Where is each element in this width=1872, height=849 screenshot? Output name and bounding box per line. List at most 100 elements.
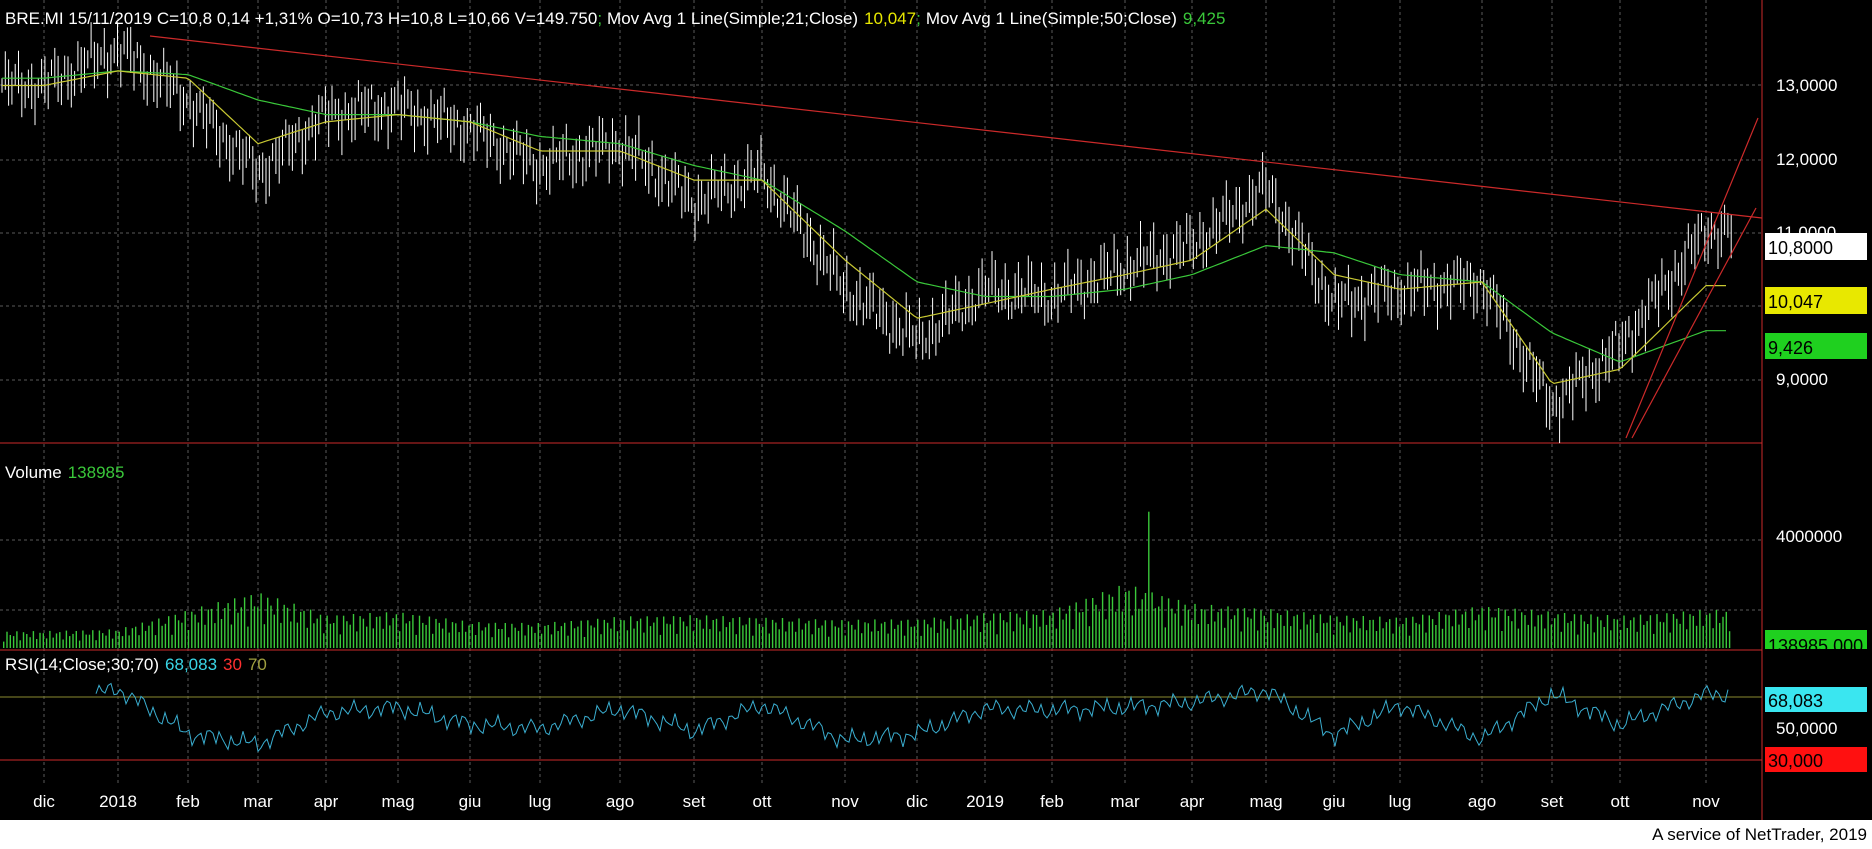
volume-bar (329, 623, 332, 648)
volume-bar (366, 626, 368, 648)
volume-bar (616, 631, 619, 648)
volume-bar (95, 640, 97, 648)
volume-bar (501, 629, 503, 648)
time-axis-label: giu (459, 792, 482, 811)
volume-bar (1068, 605, 1071, 648)
volume-bar (346, 621, 348, 648)
volume-bar (1547, 611, 1549, 648)
volume-bar (692, 631, 695, 648)
volume-bar (135, 626, 137, 648)
volume-bar (42, 633, 44, 648)
volume-bar (956, 619, 959, 648)
price-tick: 13,0000 (1776, 76, 1837, 95)
volume-bar (1257, 630, 1259, 648)
volume-bar (735, 634, 737, 648)
volume-bar (1646, 621, 1648, 648)
volume-bar (1072, 629, 1074, 648)
volume-bar (729, 622, 731, 648)
volume-bar (1603, 627, 1605, 648)
volume-bar (1686, 629, 1688, 648)
volume-bar (280, 622, 282, 648)
volume-bar (1431, 619, 1434, 648)
volume-bar (1230, 619, 1232, 648)
volume-bar (428, 616, 431, 648)
volume-bar (45, 638, 48, 648)
volume-bar (177, 620, 180, 648)
volume-bar (1319, 614, 1322, 648)
volume-bar (422, 622, 424, 648)
volume-bar (1141, 599, 1143, 648)
volume-bar (897, 624, 899, 648)
time-axis-label: giu (1323, 792, 1346, 811)
volume-bar (534, 632, 536, 648)
ma50-value: 9,425 (1183, 9, 1226, 28)
volume-bar (943, 621, 945, 648)
volume-tag-text: 138985,000 (1768, 636, 1863, 656)
volume-bar (1620, 629, 1622, 648)
volume-bar (451, 622, 454, 648)
volume-bar (19, 640, 21, 648)
volume-bar (1728, 631, 1731, 648)
volume-bar (841, 620, 843, 648)
time-axis-label: feb (1040, 792, 1064, 811)
volume-bar (979, 632, 982, 648)
volume-bar (16, 631, 18, 648)
volume-bar (158, 618, 160, 648)
volume-bar (930, 627, 932, 648)
volume-bar (1527, 624, 1529, 648)
volume-bar (498, 629, 500, 648)
volume-bar (59, 632, 61, 648)
volume-bar (946, 628, 949, 648)
volume-bar (795, 631, 797, 648)
close-tag-text: 10,8000 (1768, 238, 1833, 258)
volume-bar (613, 617, 615, 648)
volume-bar (699, 619, 701, 648)
volume-bar (1111, 596, 1114, 648)
volume-bar (630, 616, 632, 648)
volume-bar (39, 632, 41, 648)
ma21-label: Mov Avg 1 Line(Simple;21;Close) (607, 9, 858, 28)
volume-bar (184, 611, 186, 648)
volume-bar (1039, 626, 1041, 648)
volume-bar (1177, 599, 1180, 648)
volume-bar (49, 630, 51, 648)
volume-bar (659, 634, 662, 648)
volume-bar (804, 623, 807, 648)
volume-bar (111, 638, 114, 648)
volume-bar (1613, 618, 1615, 648)
volume-bar (1022, 624, 1025, 648)
time-axis-label: ott (1611, 792, 1630, 811)
volume-value: 138985 (68, 463, 125, 482)
volume-bar (1019, 617, 1021, 648)
rsi-tag-text: 68,083 (1768, 691, 1823, 711)
volume-bar (1478, 614, 1480, 648)
volume-bar (1118, 585, 1120, 648)
volume-bar (445, 618, 447, 648)
volume-bar (1062, 619, 1064, 648)
volume-bar (966, 614, 968, 648)
volume-bar (412, 615, 414, 648)
time-axis-label: set (1541, 792, 1564, 811)
volume-bar (960, 618, 962, 648)
volume-bar (385, 612, 388, 648)
volume-bar (1725, 611, 1727, 648)
time-axis-label: nov (831, 792, 859, 811)
volume-bar (963, 630, 965, 648)
volume-bar (993, 613, 995, 648)
volume-bar (326, 615, 328, 648)
volume-bar (131, 628, 134, 648)
volume-bar (1573, 614, 1576, 648)
volume-bar (831, 620, 833, 648)
rsi-value: 68,083 (165, 655, 217, 674)
volume-bar (550, 634, 553, 648)
volume-bar (207, 609, 209, 648)
volume-bar (435, 618, 437, 648)
volume-bar (1577, 634, 1579, 648)
volume-bar (125, 627, 127, 648)
volume-bar (1468, 628, 1470, 648)
ma21-value: 10,047 (864, 9, 916, 28)
volume-bar (689, 615, 691, 648)
volume-bar (752, 635, 754, 648)
volume-bar (1557, 614, 1559, 648)
